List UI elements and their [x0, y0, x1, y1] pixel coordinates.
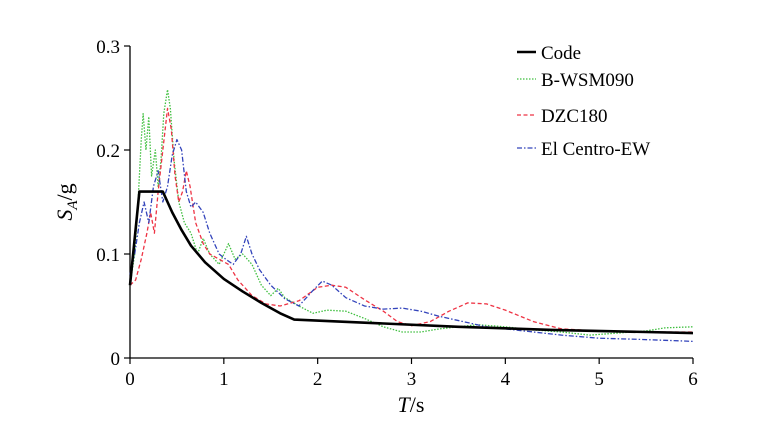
x-tick-label: 2	[313, 369, 323, 390]
x-axis-title-main: T	[398, 392, 412, 417]
y-axis-title-sub: A	[65, 200, 81, 211]
x-tick-label: 5	[594, 369, 604, 390]
x-tick-label: 3	[407, 369, 417, 390]
legend-label-code: Code	[541, 43, 581, 64]
y-tick-label: 0	[111, 349, 121, 370]
x-tick-label: 4	[501, 369, 511, 390]
y-axis-title: SA/g	[52, 183, 81, 220]
y-axis-title-tail: /g	[52, 183, 77, 200]
ticks-layer: 0 1 2 3 4 5 6 0 0.1 0.2 0.3	[96, 37, 698, 390]
series-line-code	[128, 190, 694, 335]
y-tick-label: 0.3	[96, 37, 120, 58]
y-tick-label: 0.2	[96, 141, 120, 162]
legend: Code B-WSM090 DZC180 El Centro-EW	[517, 43, 650, 160]
series-line-el-centro-ew	[129, 138, 694, 343]
x-tick-label: 6	[688, 369, 698, 390]
x-axis-title: T/s	[398, 392, 425, 417]
y-tick-label: 0.1	[96, 245, 120, 266]
legend-label-el-centro-ew: El Centro-EW	[541, 139, 650, 160]
y-axis-title-main: S	[52, 210, 77, 221]
x-axis-title-unit: /s	[410, 392, 425, 417]
x-tick-label: 1	[219, 369, 229, 390]
series-layer	[128, 89, 694, 343]
series-line-dzc180	[129, 107, 693, 333]
legend-label-b-wsm090: B-WSM090	[541, 70, 634, 91]
legend-label-dzc180: DZC180	[541, 106, 608, 127]
x-tick-label: 0	[125, 369, 135, 390]
